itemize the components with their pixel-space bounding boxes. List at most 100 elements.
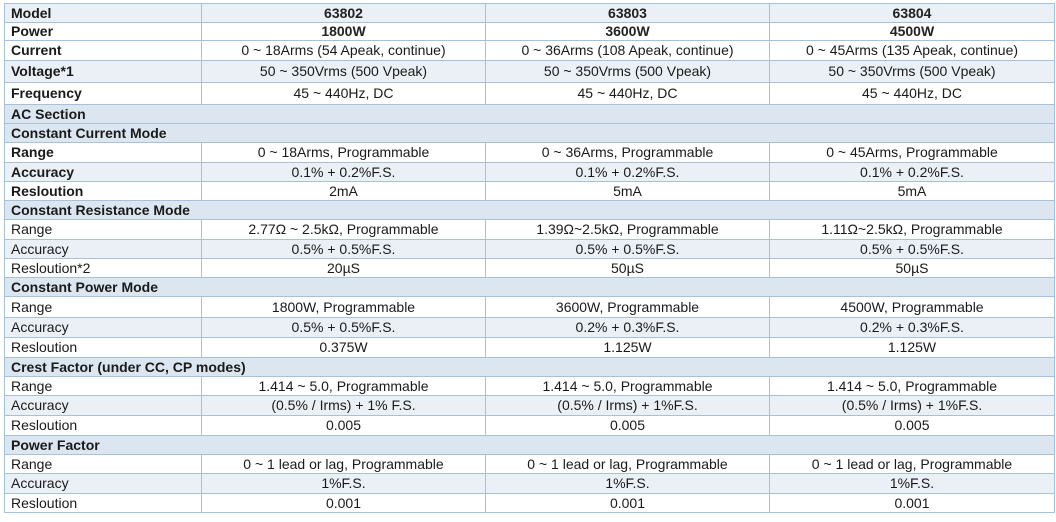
section-power-factor: Power Factor [4, 435, 1055, 455]
row-label: Range [4, 376, 202, 396]
row-label: Power [4, 22, 202, 41]
cell-value: 0.005 [485, 415, 770, 436]
section-title: Constant Current Mode [4, 123, 1055, 143]
cell-value: 0.1% + 0.2%F.S. [769, 162, 1055, 182]
row-label: Voltage*1 [4, 60, 202, 83]
cell-value: 5mA [769, 181, 1055, 201]
cell-value: 3600W, Programmable [485, 296, 770, 318]
cell-value: 3600W [485, 22, 770, 41]
row-label: Range [4, 454, 202, 474]
cell-value: 1%F.S. [201, 473, 486, 494]
row-cc-resolution: Resloution 2mA 5mA 5mA [4, 181, 1055, 201]
cell-value: 2.77Ω ~ 2.5kΩ, Programmable [201, 219, 486, 240]
cell-value: 0.2% + 0.3%F.S. [769, 317, 1055, 338]
cell-value: 0.1% + 0.2%F.S. [201, 162, 486, 182]
row-label: Resloution [4, 337, 202, 358]
row-frequency: Frequency 45 ~ 440Hz, DC 45 ~ 440Hz, DC … [4, 82, 1055, 105]
cell-value: 1.414 ~ 5.0, Programmable [769, 376, 1055, 396]
row-cp-resolution: Resloution 0.375W 1.125W 1.125W [4, 337, 1055, 358]
cell-value: 0.5% + 0.5%F.S. [201, 317, 486, 338]
row-label: Frequency [4, 82, 202, 105]
section-title: Constant Resistance Mode [4, 200, 1055, 220]
cell-value: 45 ~ 440Hz, DC [485, 82, 770, 105]
section-title: Crest Factor (under CC, CP modes) [4, 357, 1055, 377]
row-label: Resloution [4, 493, 202, 513]
section-ac: AC Section [4, 104, 1055, 124]
row-label: Accuracy [4, 317, 202, 338]
cell-value: 1.11Ω~2.5kΩ, Programmable [769, 219, 1055, 240]
row-label: Resloution [4, 181, 202, 201]
cell-value: 0.1% + 0.2%F.S. [485, 162, 770, 182]
cell-value: 1.414 ~ 5.0, Programmable [485, 376, 770, 396]
cell-value: 50µS [485, 258, 770, 278]
row-label: Range [4, 219, 202, 240]
row-pf-resolution: Resloution 0.001 0.001 0.001 [4, 493, 1055, 513]
cell-value: 0 ~ 36Arms (108 Apeak, continue) [485, 40, 770, 61]
row-label: Accuracy [4, 473, 202, 494]
row-cr-range: Range 2.77Ω ~ 2.5kΩ, Programmable 1.39Ω~… [4, 219, 1055, 240]
row-crest-accuracy: Accuracy (0.5% / Irms) + 1% F.S. (0.5% /… [4, 395, 1055, 416]
row-cr-resolution: Resloution*2 20µS 50µS 50µS [4, 258, 1055, 278]
cell-value: (0.5% / Irms) + 1% F.S. [201, 395, 486, 416]
row-cp-range: Range 1800W, Programmable 3600W, Program… [4, 296, 1055, 318]
row-label: Accuracy [4, 395, 202, 416]
cell-value: 0.001 [201, 493, 486, 513]
cell-value: 1%F.S. [769, 473, 1055, 494]
row-voltage: Voltage*1 50 ~ 350Vrms (500 Vpeak) 50 ~ … [4, 60, 1055, 83]
cell-value: 0 ~ 1 lead or lag, Programmable [769, 454, 1055, 474]
row-cr-accuracy: Accuracy 0.5% + 0.5%F.S. 0.5% + 0.5%F.S.… [4, 239, 1055, 259]
cell-value: 45 ~ 440Hz, DC [769, 82, 1055, 105]
cell-value: 1.125W [769, 337, 1055, 358]
row-label: Range [4, 142, 202, 163]
cell-value: 0.375W [201, 337, 486, 358]
cell-value: 0.5% + 0.5%F.S. [201, 239, 486, 259]
section-cr-mode: Constant Resistance Mode [4, 200, 1055, 220]
row-pf-range: Range 0 ~ 1 lead or lag, Programmable 0 … [4, 454, 1055, 474]
row-pf-accuracy: Accuracy 1%F.S. 1%F.S. 1%F.S. [4, 473, 1055, 494]
cell-value: 20µS [201, 258, 486, 278]
cell-value: 0.5% + 0.5%F.S. [769, 239, 1055, 259]
section-title: AC Section [4, 104, 1055, 124]
cell-value: 45 ~ 440Hz, DC [201, 82, 486, 105]
section-cc-mode: Constant Current Mode [4, 123, 1055, 143]
cell-value: 50 ~ 350Vrms (500 Vpeak) [485, 60, 770, 83]
cell-value: 0.001 [485, 493, 770, 513]
row-label: Accuracy [4, 239, 202, 259]
row-crest-resolution: Resloution 0.005 0.005 0.005 [4, 415, 1055, 436]
cell-value: 0.5% + 0.5%F.S. [485, 239, 770, 259]
cell-value: 1800W, Programmable [201, 296, 486, 318]
cell-value: 1.39Ω~2.5kΩ, Programmable [485, 219, 770, 240]
row-power: Power 1800W 3600W 4500W [4, 22, 1055, 41]
model-63802: 63802 [201, 3, 486, 23]
section-title: Power Factor [4, 435, 1055, 455]
row-cc-accuracy: Accuracy 0.1% + 0.2%F.S. 0.1% + 0.2%F.S.… [4, 162, 1055, 182]
cell-value: 0 ~ 45Arms (135 Apeak, continue) [769, 40, 1055, 61]
row-label: Model [4, 3, 202, 23]
row-cc-range: Range 0 ~ 18Arms, Programmable 0 ~ 36Arm… [4, 142, 1055, 163]
cell-value: (0.5% / Irms) + 1%F.S. [485, 395, 770, 416]
row-current: Current 0 ~ 18Arms (54 Apeak, continue) … [4, 40, 1055, 61]
cell-value: 0 ~ 1 lead or lag, Programmable [485, 454, 770, 474]
cell-value: 50 ~ 350Vrms (500 Vpeak) [769, 60, 1055, 83]
cell-value: 0.001 [769, 493, 1055, 513]
cell-value: 1800W [201, 22, 486, 41]
spec-table: Model 63802 63803 63804 Power 1800W 3600… [4, 3, 1055, 513]
cell-value: 0.005 [201, 415, 486, 436]
cell-value: 1.414 ~ 5.0, Programmable [201, 376, 486, 396]
cell-value: 1.125W [485, 337, 770, 358]
cell-value: 0 ~ 45Arms, Programmable [769, 142, 1055, 163]
row-cp-accuracy: Accuracy 0.5% + 0.5%F.S. 0.2% + 0.3%F.S.… [4, 317, 1055, 338]
cell-value: 0 ~ 1 lead or lag, Programmable [201, 454, 486, 474]
cell-value: 0.005 [769, 415, 1055, 436]
cell-value: 4500W, Programmable [769, 296, 1055, 318]
row-label: Accuracy [4, 162, 202, 182]
model-63803: 63803 [485, 3, 770, 23]
row-crest-range: Range 1.414 ~ 5.0, Programmable 1.414 ~ … [4, 376, 1055, 396]
row-label: Resloution [4, 415, 202, 436]
cell-value: 50 ~ 350Vrms (500 Vpeak) [201, 60, 486, 83]
cell-value: 4500W [769, 22, 1055, 41]
cell-value: 2mA [201, 181, 486, 201]
row-model: Model 63802 63803 63804 [4, 3, 1055, 23]
section-title: Constant Power Mode [4, 277, 1055, 297]
cell-value: (0.5% / Irms) + 1%F.S. [769, 395, 1055, 416]
